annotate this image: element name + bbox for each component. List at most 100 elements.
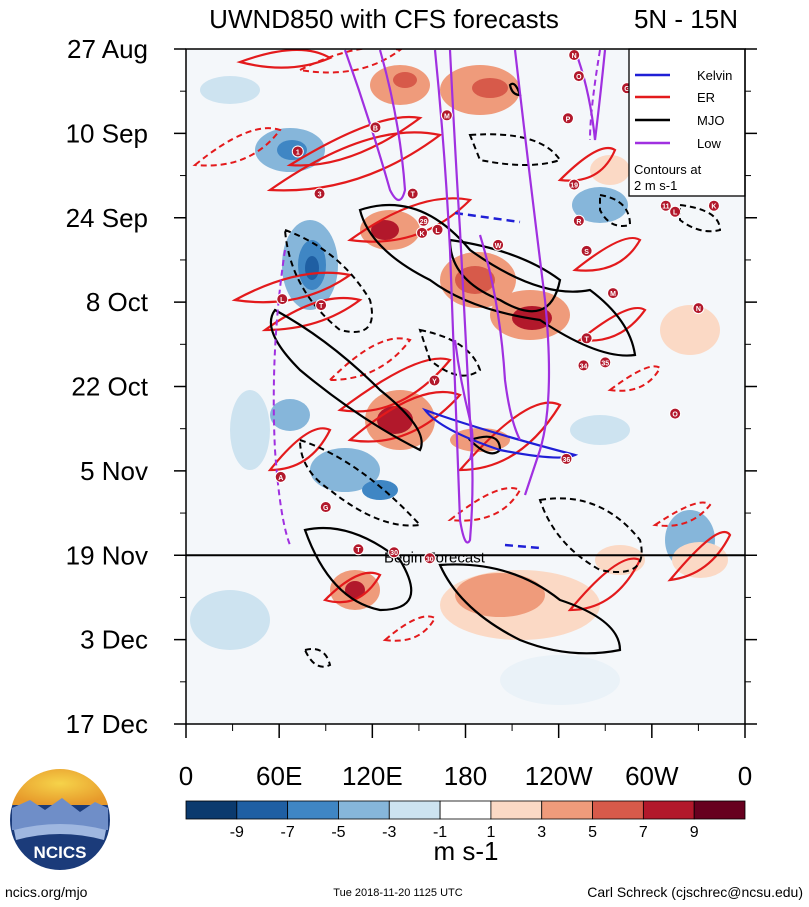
storm-symbol xyxy=(428,374,441,387)
storm-marker: N xyxy=(568,49,581,62)
colorbar-label: 7 xyxy=(639,824,648,841)
colorbar-swatch xyxy=(642,800,695,820)
storm-label: R xyxy=(576,219,581,226)
y-tick-label: 19 Nov xyxy=(66,540,148,570)
storm-marker: 35 xyxy=(599,356,612,369)
storm-symbol xyxy=(572,70,585,83)
storm-marker: M xyxy=(440,109,453,122)
storm-label: L xyxy=(673,210,678,217)
storm-symbol xyxy=(315,299,328,312)
y-tick-label: 8 Oct xyxy=(86,287,149,317)
storm-marker: B xyxy=(369,121,382,134)
storm-label: 19 xyxy=(570,183,578,190)
storm-symbol xyxy=(580,244,593,257)
storm-label: 34 xyxy=(580,363,588,370)
x-tick-label: 0 xyxy=(738,761,752,791)
legend-note-line2: 2 m s-1 xyxy=(634,178,677,193)
low-contours xyxy=(343,49,607,544)
legend-box xyxy=(628,48,746,197)
storm-label: T xyxy=(584,336,589,343)
x-axis: 0 60E 120E 180 120W 60W 0 xyxy=(179,724,752,791)
colorbar-unit: m s-1 xyxy=(434,836,499,866)
storm-marker: T xyxy=(580,332,593,345)
y-tick-label: 27 Aug xyxy=(67,34,148,64)
storm-label: K xyxy=(419,231,424,238)
storm-label: Y xyxy=(432,378,437,385)
storm-symbol xyxy=(492,238,505,251)
storm-marker: 30 xyxy=(423,552,436,565)
storm-symbol xyxy=(577,359,590,372)
storm-symbol xyxy=(369,121,382,134)
storm-marker: S xyxy=(580,244,593,257)
storm-label: G xyxy=(624,86,630,93)
storm-symbol xyxy=(707,199,720,212)
logo-sky xyxy=(12,769,108,805)
colorbar-swatch xyxy=(338,800,390,820)
y-tick-label: 5 Nov xyxy=(80,456,148,486)
colorbar-label: 9 xyxy=(690,824,699,841)
kelvin-contours-dashed xyxy=(454,211,541,550)
storm-symbol xyxy=(669,205,682,218)
y-tick-label: 10 Sep xyxy=(66,118,148,148)
x-tick-label: 120E xyxy=(342,761,403,791)
storm-marker: O xyxy=(572,70,585,83)
mjo-contours xyxy=(269,82,637,655)
colorbar-label: -1 xyxy=(433,824,447,841)
er-contours xyxy=(231,49,732,612)
storm-symbol xyxy=(440,109,453,122)
storm-label: 3 xyxy=(318,192,322,199)
storm-label: N xyxy=(696,306,701,313)
colorbar-swatch xyxy=(439,800,492,820)
legend-label-er: ER xyxy=(697,90,715,105)
x-tick-label: 60E xyxy=(256,761,302,791)
mjo-contours-dashed xyxy=(283,133,722,668)
colorbar-label: 5 xyxy=(588,824,597,841)
storm-symbol xyxy=(313,187,326,200)
colorbar-swatch xyxy=(541,800,593,820)
legend-label-mjo: MJO xyxy=(697,113,724,128)
storm-symbol xyxy=(388,546,401,559)
storm-label: L xyxy=(435,228,440,235)
chart-region: 5N - 15N xyxy=(634,4,738,34)
storm-symbol xyxy=(416,226,429,239)
legend: Kelvin ER MJO Low Contours at 2 m s-1 xyxy=(628,48,746,197)
x-tick-label: 120W xyxy=(525,761,593,791)
storm-label: A xyxy=(278,475,283,482)
storm-marker: L xyxy=(669,205,682,218)
colorbar-label: 1 xyxy=(486,824,495,841)
storm-marker: O xyxy=(669,407,682,420)
y-tick-label: 24 Sep xyxy=(66,203,148,233)
storm-symbol xyxy=(568,178,581,191)
storm-label: L xyxy=(280,297,285,304)
colorbar-label: -7 xyxy=(281,824,295,841)
colorbar-swatch xyxy=(693,800,746,820)
storm-label: S xyxy=(584,249,589,256)
storm-label: T xyxy=(319,303,324,310)
storm-marker: G xyxy=(319,501,332,514)
legend-note-line1: Contours at xyxy=(634,162,702,177)
storm-symbol xyxy=(352,543,365,556)
storm-label: B xyxy=(373,125,378,132)
storm-marker: 36 xyxy=(560,452,573,465)
storm-label: M xyxy=(610,291,616,298)
storm-symbol xyxy=(423,552,436,565)
legend-label-kelvin: Kelvin xyxy=(697,68,732,83)
storm-symbol xyxy=(572,214,585,227)
storm-symbol xyxy=(659,199,672,212)
colorbar-swatch xyxy=(185,800,238,820)
x-tick-label: 0 xyxy=(179,761,193,791)
colorbar-label: -3 xyxy=(382,824,396,841)
colorbar-swatch xyxy=(388,800,441,820)
footer-author: Carl Schreck (cjschrec@ncsu.edu) xyxy=(587,884,803,900)
colorbar-swatch xyxy=(592,800,644,820)
y-axis: 27 Aug 10 Sep 24 Sep 8 Oct 22 Oct 5 Nov 19 Nov… xyxy=(66,34,757,739)
storm-symbol xyxy=(319,501,332,514)
storm-symbol xyxy=(607,287,620,300)
storm-label: 29 xyxy=(420,219,428,226)
x-tick-label: 180 xyxy=(444,761,487,791)
colorbar-swatch xyxy=(490,800,543,820)
er-contours-dashed xyxy=(192,49,712,642)
storm-marker: 11 xyxy=(659,199,672,212)
